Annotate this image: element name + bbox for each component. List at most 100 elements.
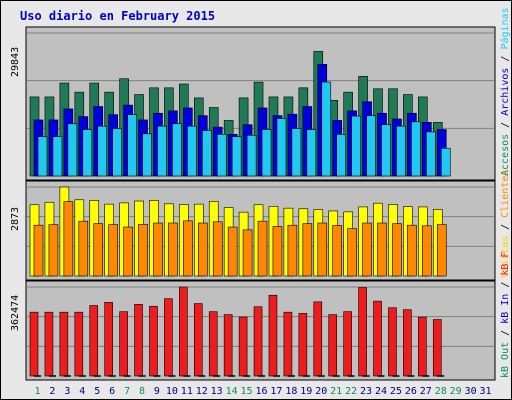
- bar: [253, 306, 263, 377]
- bar: [179, 286, 188, 377]
- legend-separator: /: [500, 50, 511, 68]
- legend-separator: /: [500, 116, 511, 134]
- chart-title: Uso diario en February 2015: [20, 9, 216, 23]
- legend-item: kB F: [500, 252, 511, 276]
- bar: [351, 115, 361, 177]
- legend-separator: /: [500, 218, 511, 236]
- bar: [302, 223, 313, 277]
- bar: [392, 223, 402, 277]
- bar: [381, 124, 391, 177]
- bar: [358, 287, 367, 377]
- bar: [268, 294, 278, 377]
- bar: [332, 225, 343, 277]
- bar: [317, 222, 328, 277]
- bar: [223, 314, 233, 377]
- day-label: 16: [255, 386, 267, 397]
- bar: [291, 128, 302, 177]
- bar: [149, 305, 158, 377]
- day-label: 21: [330, 386, 342, 397]
- bar: [418, 316, 427, 377]
- day-label: 13: [211, 386, 223, 397]
- bar: [93, 223, 104, 277]
- bar: [343, 311, 352, 377]
- day-label: 8: [139, 386, 145, 397]
- day-label: 30: [465, 386, 477, 397]
- legend: Accesos / Archivos / Páginas: [499, 7, 511, 176]
- bar: [157, 125, 167, 177]
- bar: [172, 123, 182, 177]
- bar: [82, 129, 93, 177]
- day-label: 26: [405, 386, 417, 397]
- bar: [78, 220, 89, 277]
- legend-item: kB In: [500, 294, 511, 324]
- day-label: 19: [300, 386, 312, 397]
- panel-max-label: 29843: [10, 47, 21, 77]
- bar: [104, 302, 113, 377]
- legend-separator: /: [500, 324, 511, 342]
- day-label: 24: [375, 386, 387, 397]
- day-label: 12: [196, 386, 208, 397]
- bar: [164, 298, 173, 377]
- day-label: 6: [109, 386, 115, 397]
- bar: [403, 309, 412, 377]
- bar: [287, 224, 298, 277]
- day-label: 31: [480, 386, 492, 397]
- bar: [33, 224, 44, 277]
- bar: [328, 314, 338, 377]
- bar: [238, 316, 248, 377]
- bar: [440, 147, 451, 177]
- bar: [112, 128, 122, 177]
- bar: [436, 224, 447, 277]
- day-label: 23: [360, 386, 372, 397]
- day-label: 22: [345, 386, 357, 397]
- bar: [313, 301, 323, 377]
- bar: [347, 228, 357, 277]
- day-label: 9: [154, 386, 160, 397]
- panel-max-label: 362474: [10, 295, 21, 331]
- bar: [74, 311, 84, 377]
- bar: [29, 311, 39, 377]
- bar: [261, 129, 272, 177]
- bar: [283, 311, 293, 377]
- bar: [426, 131, 436, 177]
- day-label: 10: [166, 386, 178, 397]
- bar: [306, 129, 317, 177]
- legend-item: Archivos: [500, 68, 511, 116]
- bar: [201, 130, 212, 177]
- bar: [432, 319, 442, 377]
- bar: [212, 221, 223, 277]
- bar: [197, 222, 208, 277]
- bar: [63, 201, 74, 277]
- bar: [336, 134, 347, 177]
- day-label: 15: [241, 386, 253, 397]
- bar: [231, 136, 242, 177]
- bar: [37, 136, 48, 177]
- legend-item: Accesos: [500, 134, 511, 176]
- legend-item: Páginas: [499, 7, 511, 49]
- bar: [227, 226, 238, 277]
- bar: [377, 222, 387, 277]
- day-label: 28: [435, 386, 447, 397]
- bar: [373, 300, 382, 377]
- bar: [108, 224, 118, 277]
- bar: [59, 311, 69, 377]
- bar: [216, 134, 227, 177]
- day-label: 4: [79, 386, 85, 397]
- day-label: 2: [49, 386, 55, 397]
- bar: [246, 134, 257, 177]
- bar: [193, 303, 203, 377]
- day-label: 18: [285, 386, 297, 397]
- bar: [48, 224, 59, 277]
- bar: [411, 121, 421, 177]
- bar: [388, 307, 397, 377]
- bar: [257, 220, 268, 277]
- bar: [366, 115, 376, 177]
- bar: [67, 123, 78, 177]
- bar: [272, 226, 283, 277]
- bar: [183, 220, 193, 277]
- legend-separator: /: [500, 276, 511, 294]
- bar: [396, 125, 406, 177]
- day-label: 20: [315, 386, 327, 397]
- bar: [138, 223, 148, 277]
